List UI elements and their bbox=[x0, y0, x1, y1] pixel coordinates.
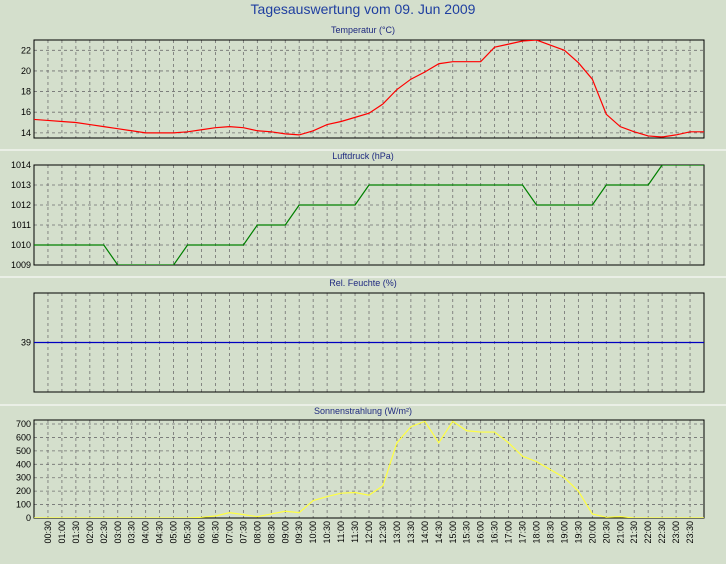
temperature-ytick-label: 16 bbox=[21, 107, 31, 117]
humidity-ytick-label: 39 bbox=[21, 338, 31, 348]
x-tick-label: 03:00 bbox=[113, 521, 123, 544]
air-pressure-title: Luftdruck (hPa) bbox=[332, 151, 394, 161]
solar-radiation-ytick-label: 600 bbox=[16, 432, 31, 442]
air-pressure-ytick-label: 1009 bbox=[11, 260, 31, 270]
x-tick-label: 12:00 bbox=[364, 521, 374, 544]
solar-radiation-ytick-label: 0 bbox=[26, 513, 31, 523]
x-tick-label: 02:00 bbox=[85, 521, 95, 544]
x-tick-label: 13:30 bbox=[406, 521, 416, 544]
air-pressure-frame bbox=[33, 164, 705, 266]
air-pressure-ytick-label: 1013 bbox=[11, 180, 31, 190]
air-pressure-series-line bbox=[34, 165, 704, 265]
x-tick-label: 20:00 bbox=[587, 521, 597, 544]
solar-radiation-series-line bbox=[34, 420, 704, 518]
x-tick-label: 00:30 bbox=[43, 521, 53, 544]
x-tick-label: 21:30 bbox=[629, 521, 639, 544]
x-tick-label: 05:30 bbox=[183, 521, 193, 544]
solar-radiation-ytick-label: 100 bbox=[16, 500, 31, 510]
x-tick-label: 23:00 bbox=[671, 521, 681, 544]
x-tick-label: 15:00 bbox=[448, 521, 458, 544]
solar-radiation-ytick-label: 700 bbox=[16, 419, 31, 429]
x-tick-label: 03:30 bbox=[127, 521, 137, 544]
x-tick-label: 22:00 bbox=[643, 521, 653, 544]
x-tick-label: 16:00 bbox=[476, 521, 486, 544]
x-tick-label: 14:30 bbox=[434, 521, 444, 544]
air-pressure-ytick-label: 1011 bbox=[12, 220, 31, 230]
x-tick-label: 07:30 bbox=[238, 521, 248, 544]
solar-radiation-frame bbox=[33, 419, 705, 519]
x-tick-label: 17:30 bbox=[518, 521, 528, 544]
x-tick-label: 16:30 bbox=[490, 521, 500, 544]
x-tick-label: 17:00 bbox=[504, 521, 514, 544]
x-tick-label: 01:30 bbox=[71, 521, 81, 544]
air-pressure-ytick-label: 1014 bbox=[11, 160, 31, 170]
x-tick-label: 09:30 bbox=[294, 521, 304, 544]
x-tick-label: 04:00 bbox=[141, 521, 151, 544]
temperature-ytick-label: 18 bbox=[21, 87, 31, 97]
solar-radiation-ytick-label: 500 bbox=[16, 446, 31, 456]
x-tick-label: 06:00 bbox=[197, 521, 207, 544]
page-title: Tagesauswertung vom 09. Jun 2009 bbox=[250, 1, 476, 17]
x-tick-label: 08:00 bbox=[252, 521, 262, 544]
x-tick-label: 19:30 bbox=[573, 521, 583, 544]
x-tick-label: 12:30 bbox=[378, 521, 388, 544]
temperature-frame bbox=[33, 39, 705, 139]
x-tick-label: 11:30 bbox=[350, 521, 360, 543]
humidity-title: Rel. Feuchte (%) bbox=[329, 278, 397, 288]
x-tick-label: 23:30 bbox=[685, 521, 695, 544]
x-tick-label: 01:00 bbox=[57, 521, 67, 544]
x-tick-label: 18:30 bbox=[545, 521, 555, 544]
x-tick-label: 07:00 bbox=[224, 521, 234, 544]
solar-radiation-ytick-label: 200 bbox=[16, 486, 31, 496]
solar-radiation-ytick-label: 300 bbox=[16, 473, 31, 483]
solar-radiation-ytick-label: 400 bbox=[16, 459, 31, 469]
temperature-ytick-label: 14 bbox=[21, 128, 31, 138]
x-tick-label: 22:30 bbox=[657, 521, 667, 544]
x-tick-label: 15:30 bbox=[462, 521, 472, 544]
temperature-ytick-label: 22 bbox=[21, 45, 31, 55]
temperature-title: Temperatur (°C) bbox=[331, 25, 395, 35]
x-tick-label: 19:00 bbox=[559, 521, 569, 544]
x-tick-label: 20:30 bbox=[601, 521, 611, 544]
x-tick-label: 21:00 bbox=[615, 521, 625, 544]
air-pressure-ytick-label: 1010 bbox=[11, 240, 31, 250]
x-tick-label: 05:00 bbox=[169, 521, 179, 544]
temperature-ytick-label: 20 bbox=[21, 66, 31, 76]
x-tick-label: 02:30 bbox=[99, 521, 109, 544]
x-tick-label: 08:30 bbox=[266, 521, 276, 544]
x-tick-label: 10:00 bbox=[308, 521, 318, 544]
x-tick-label: 06:30 bbox=[210, 521, 220, 544]
x-tick-label: 04:30 bbox=[155, 521, 165, 544]
temperature-series-line bbox=[34, 40, 704, 138]
x-tick-label: 13:00 bbox=[392, 521, 402, 544]
x-tick-label: 09:00 bbox=[280, 521, 290, 544]
x-tick-label: 11:00 bbox=[336, 521, 346, 543]
x-tick-label: 18:00 bbox=[532, 521, 542, 544]
x-tick-label: 14:00 bbox=[420, 521, 430, 544]
air-pressure-ytick-label: 1012 bbox=[11, 200, 31, 210]
x-tick-label: 10:30 bbox=[322, 521, 332, 544]
solar-radiation-title: Sonnenstrahlung (W/m²) bbox=[314, 406, 412, 416]
